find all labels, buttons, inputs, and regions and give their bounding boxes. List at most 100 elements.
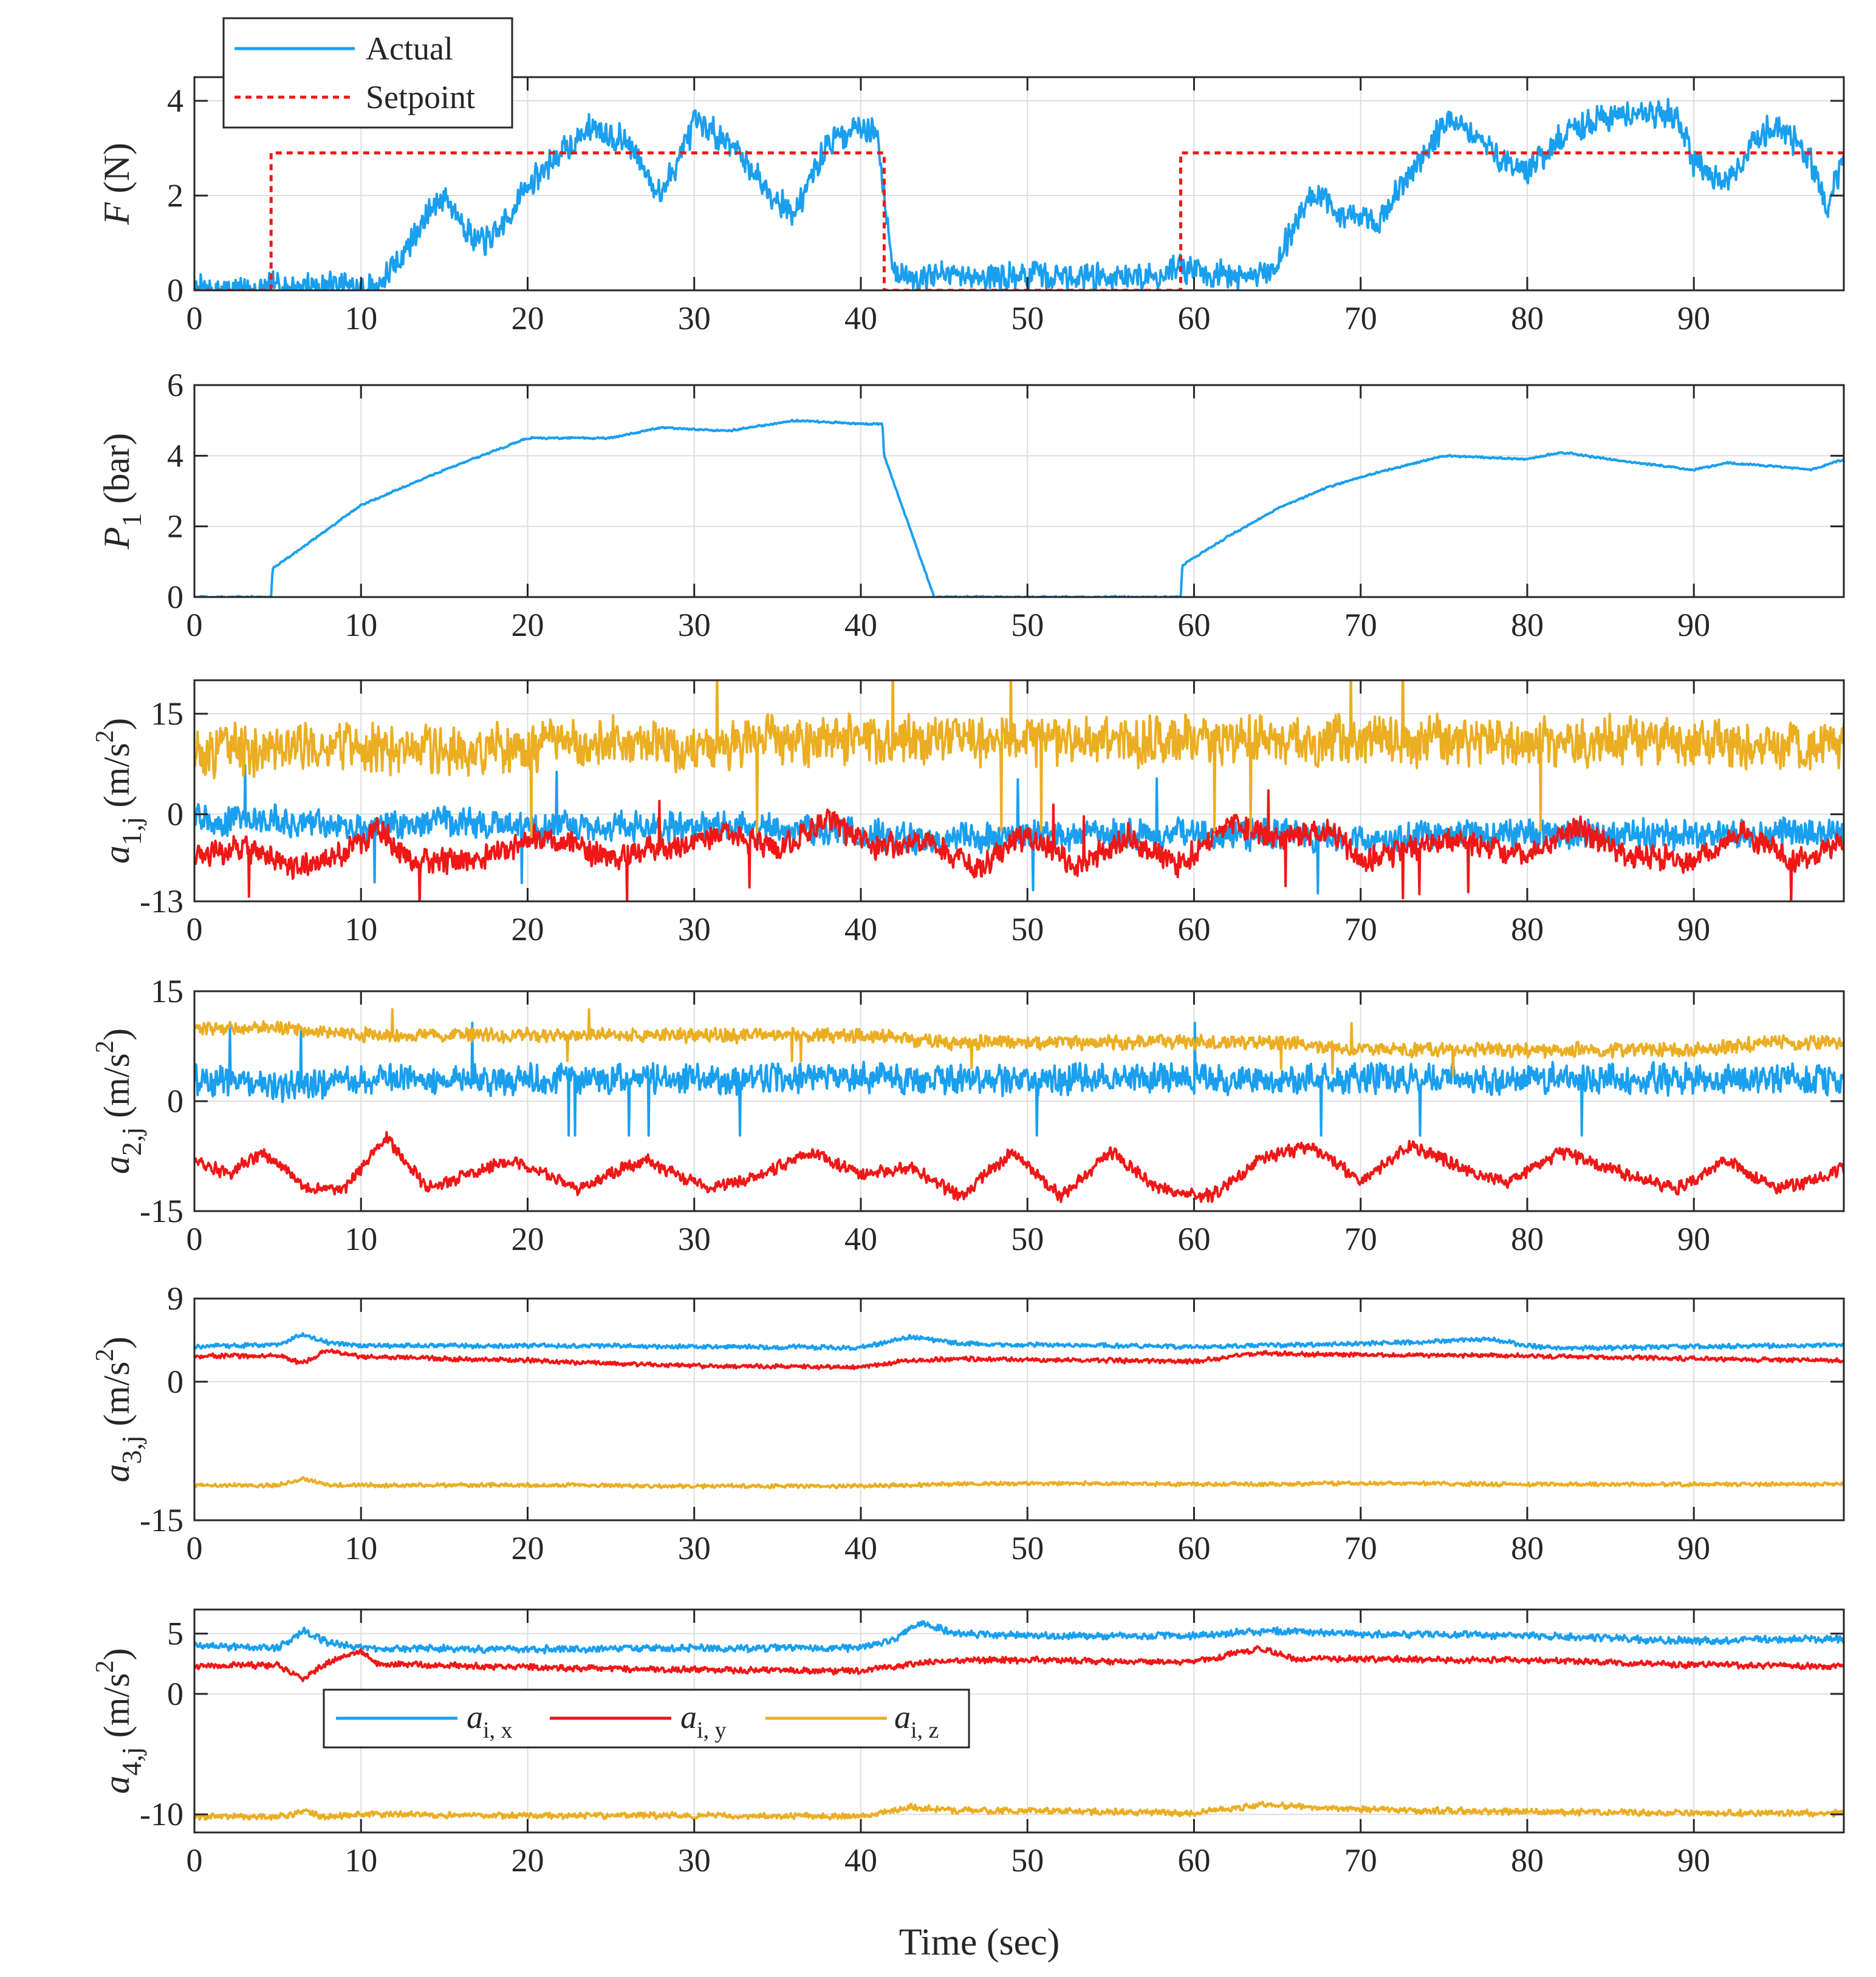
- x-tick-label: 30: [678, 300, 711, 336]
- series-line: [194, 1348, 1844, 1371]
- y-label-main: a: [97, 1156, 137, 1174]
- series-line: [194, 1620, 1844, 1654]
- x-tick-label: 80: [1511, 1221, 1544, 1257]
- y-label-sub: 2,j: [116, 1127, 147, 1156]
- x-tick-label: 10: [344, 911, 377, 948]
- x-tick-label: 80: [1511, 911, 1544, 948]
- y-tick-label: 4: [167, 437, 183, 474]
- legend-label-a: a: [894, 1699, 911, 1735]
- x-tick-label: 50: [1011, 1530, 1044, 1566]
- y-tick-label: 5: [167, 1616, 183, 1652]
- x-tick-label: 90: [1677, 300, 1710, 336]
- x-tick-label: 30: [678, 1842, 711, 1879]
- x-tick-label: 0: [187, 911, 203, 948]
- legend-force: Actual Setpoint: [222, 17, 513, 129]
- x-tick-label: 60: [1177, 1221, 1210, 1257]
- y-label-close: ): [97, 1337, 137, 1349]
- x-tick-label: 70: [1344, 300, 1377, 336]
- y-axis-label: F (N): [97, 143, 137, 225]
- legend-label-y: ai, y: [680, 1699, 727, 1743]
- y-tick-label: 15: [151, 973, 183, 1009]
- y-label-main: a: [97, 1775, 137, 1794]
- x-tick-label: 50: [1011, 300, 1044, 336]
- y-tick-label: 2: [167, 177, 183, 214]
- x-tick-label: 90: [1677, 1221, 1710, 1257]
- y-label-main: F: [97, 202, 137, 225]
- series-line: [194, 763, 1844, 895]
- legend-label-a: a: [467, 1699, 483, 1735]
- x-tick-label: 30: [678, 911, 711, 948]
- y-tick-label: 2: [167, 508, 183, 545]
- series-line: [194, 1476, 1844, 1490]
- y-label-close: ): [97, 1028, 137, 1040]
- y-label-sup: 2: [91, 1661, 119, 1673]
- y-tick-label: -13: [140, 883, 183, 920]
- y-tick-label: -15: [140, 1502, 183, 1538]
- legend-label-actual: Actual: [366, 30, 453, 67]
- y-tick-label: 6: [167, 367, 183, 403]
- y-label-sup: 2: [91, 730, 119, 743]
- x-tick-label: 20: [511, 911, 544, 948]
- y-tick-label: -15: [140, 1193, 183, 1229]
- legend-label-sub: i, y: [697, 1718, 727, 1743]
- y-label-unit: (m/s: [97, 1362, 137, 1436]
- x-tick-label: 90: [1677, 607, 1710, 643]
- series-line: [194, 789, 1844, 901]
- x-tick-label: 60: [1177, 1842, 1210, 1879]
- y-label-unit: (N): [97, 143, 137, 202]
- legend-label-sub: i, z: [911, 1718, 939, 1743]
- x-tick-label: 90: [1677, 911, 1710, 948]
- legend-accel: ai, x ai, y ai, z: [323, 1688, 970, 1749]
- x-tick-label: 50: [1011, 607, 1044, 643]
- y-tick-label: 15: [151, 695, 183, 732]
- x-tick-label: 0: [187, 1842, 203, 1879]
- x-tick-label: 70: [1344, 1842, 1377, 1879]
- x-tick-label: 0: [187, 1530, 203, 1566]
- x-tick-label: 60: [1177, 911, 1210, 948]
- legend-label-z: ai, z: [894, 1699, 939, 1743]
- x-tick-label: 10: [344, 1842, 377, 1879]
- x-tick-label: 20: [511, 1221, 544, 1257]
- x-tick-label: 40: [844, 1842, 877, 1879]
- series-line: [194, 418, 1844, 597]
- y-tick-label: 0: [167, 272, 183, 309]
- y-tick-label: 0: [167, 1676, 183, 1712]
- x-tick-label: 50: [1011, 911, 1044, 948]
- x-tick-label: 70: [1344, 1221, 1377, 1257]
- x-tick-label: 90: [1677, 1842, 1710, 1879]
- x-tick-label: 10: [344, 1221, 377, 1257]
- x-tick-label: 30: [678, 607, 711, 643]
- x-tick-label: 40: [844, 607, 877, 643]
- x-tick-label: 0: [187, 300, 203, 336]
- axes-box: [193, 1297, 1845, 1521]
- series-line: [194, 1645, 1844, 1682]
- x-tick-label: 80: [1511, 607, 1544, 643]
- x-tick-label: 10: [344, 300, 377, 336]
- x-tick-label: 10: [344, 1530, 377, 1566]
- x-tick-label: 70: [1344, 607, 1377, 643]
- panel-2: 0 10 20 30 40 50 60 70 80 90 0 2 4 6 P1 (bar): [97, 367, 1845, 643]
- y-label-close: ): [97, 1648, 137, 1661]
- x-tick-label: 40: [844, 300, 877, 336]
- y-axis-label: a3,j (m/s2): [91, 1337, 147, 1483]
- series-line: [194, 1332, 1844, 1352]
- y-tick-label: 0: [167, 579, 183, 615]
- y-label-unit: (m/s: [97, 1053, 137, 1127]
- y-label-unit: (m/s: [97, 743, 137, 817]
- y-label-main: a: [97, 1464, 137, 1482]
- x-tick-label: 10: [344, 607, 377, 643]
- x-tick-label: 0: [187, 1221, 203, 1257]
- y-axis-label: P1 (bar): [97, 433, 147, 550]
- x-tick-label: 70: [1344, 911, 1377, 948]
- y-axis-label: a2,j (m/s2): [91, 1028, 147, 1174]
- axes-box: [193, 384, 1845, 598]
- x-tick-label: 60: [1177, 1530, 1210, 1566]
- y-label-sub: 1: [116, 513, 147, 527]
- y-label-close: ): [97, 718, 137, 730]
- x-tick-label: 60: [1177, 607, 1210, 643]
